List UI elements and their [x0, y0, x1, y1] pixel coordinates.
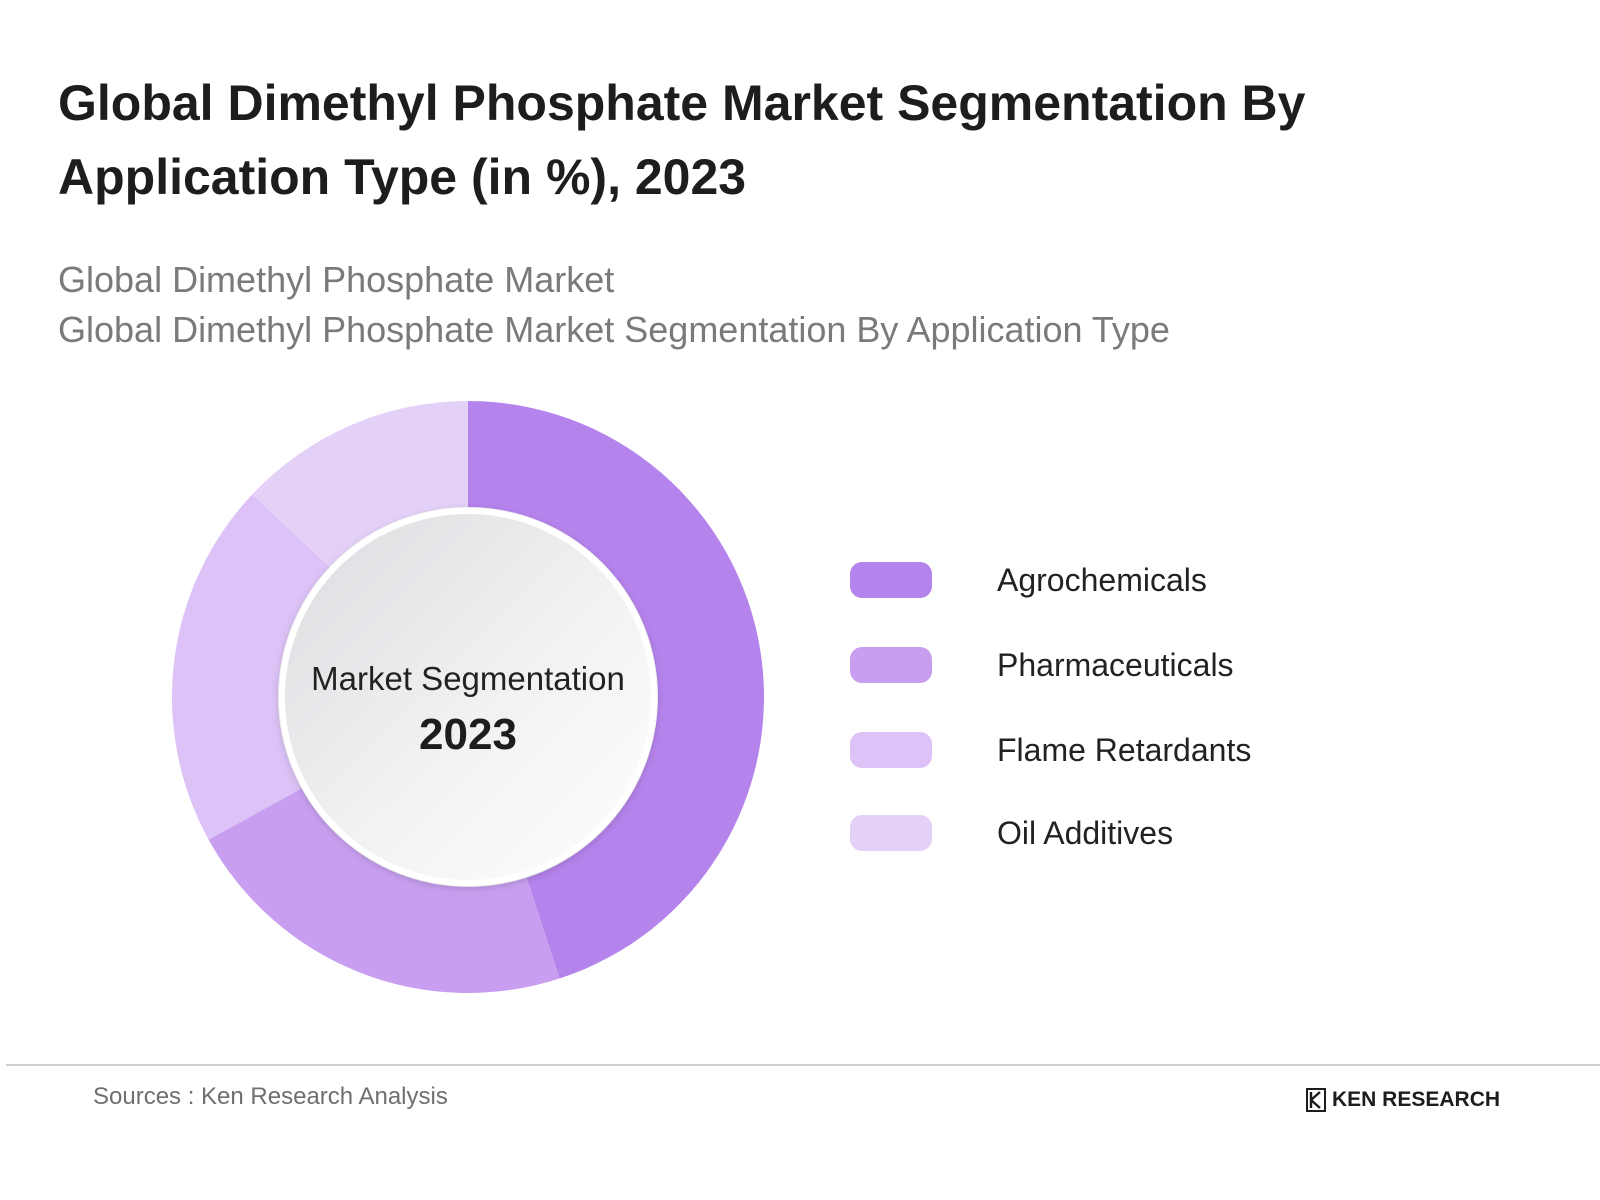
ken-research-logo-icon [1306, 1088, 1326, 1112]
donut-slice-flame-retardants [172, 494, 330, 840]
donut-center [279, 508, 657, 886]
legend-swatch-flame-retardants [850, 732, 932, 768]
donut-slice-pharmaceuticals [208, 788, 560, 994]
legend-label-pharmaceuticals: Pharmaceuticals [997, 647, 1234, 683]
legend-label-flame-retardants: Flame Retardants [997, 732, 1252, 768]
legend-item-flame-retardants: Flame Retardants [850, 730, 1410, 770]
legend-label-oil-additives: Oil Additives [997, 815, 1174, 851]
legend-swatch-oil-additives [850, 815, 932, 851]
donut-slices [172, 401, 765, 994]
legend-item-agrochemicals: Agrochemicals [850, 560, 1410, 600]
footer-divider [6, 1064, 1600, 1066]
chart-subtitle-segmentation: Global Dimethyl Phosphate Market Segment… [58, 309, 1170, 350]
source-note: Sources : Ken Research Analysis [93, 1083, 448, 1110]
donut-slice-agrochemicals [468, 401, 765, 979]
legend-item-pharmaceuticals: Pharmaceuticals [850, 645, 1410, 685]
center-label: Market Segmentation [311, 660, 625, 697]
legend-swatch-pharmaceuticals [850, 647, 932, 683]
chart-title: Global Dimethyl Phosphate Market Segment… [58, 75, 1306, 205]
center-year: 2023 [419, 710, 517, 759]
brand-name: KEN RESEARCH [1332, 1088, 1501, 1111]
legend-swatch-agrochemicals [850, 562, 932, 598]
chart-subtitle-market: Global Dimethyl Phosphate Market [58, 259, 615, 300]
donut-slice-oil-additives [252, 401, 468, 567]
legend-label-agrochemicals: Agrochemicals [997, 562, 1207, 598]
ken-research-logo: KEN RESEARCH [1306, 1087, 1500, 1113]
legend-item-oil-additives: Oil Additives [850, 813, 1410, 853]
